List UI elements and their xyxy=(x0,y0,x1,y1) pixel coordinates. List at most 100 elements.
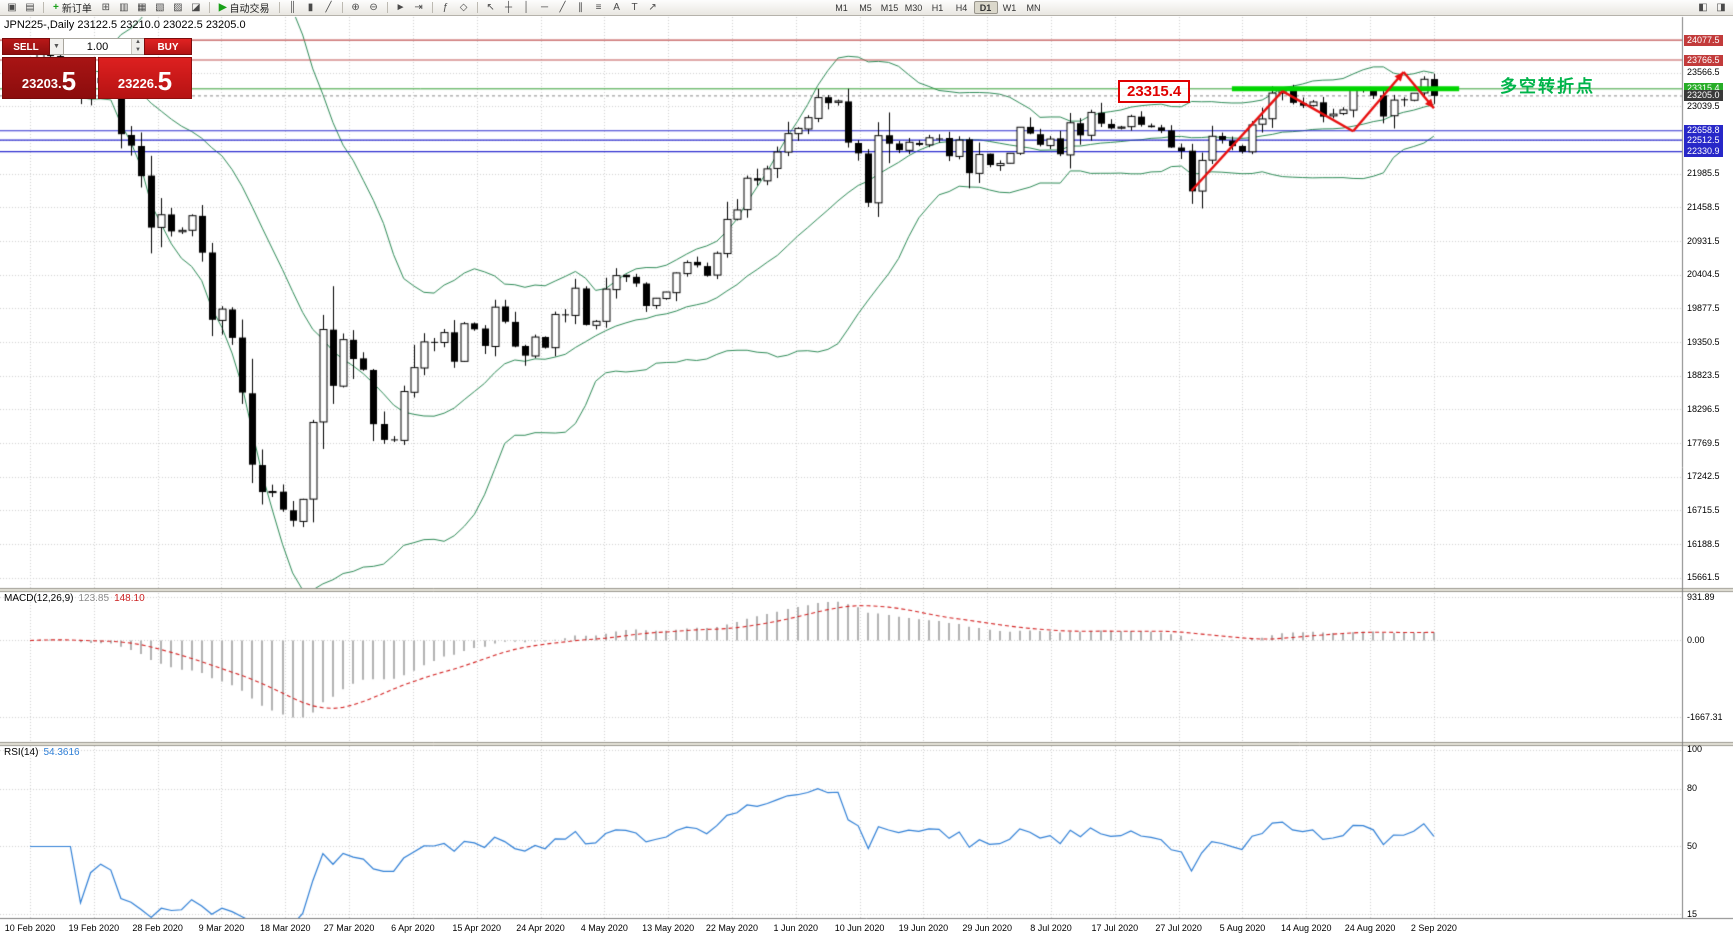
axis-label: 23205.0 xyxy=(1684,90,1723,102)
arrows-icon[interactable]: ↗ xyxy=(648,2,657,13)
fibonacci-icon[interactable]: ≡ xyxy=(595,2,602,13)
date-label: 28 Feb 2020 xyxy=(132,923,183,933)
toolbar-separator xyxy=(386,2,388,13)
date-label: 8 Jul 2020 xyxy=(1030,923,1072,933)
timeframe-button-d1[interactable]: D1 xyxy=(973,1,998,14)
trendline-icon[interactable]: ╱ xyxy=(559,2,566,13)
text-icon[interactable]: A xyxy=(613,2,620,13)
chart-windows-icon[interactable]: ⊞ xyxy=(101,2,111,13)
volume-dropdown-icon[interactable]: ▼ xyxy=(50,38,64,55)
vertical-line-icon[interactable]: │ xyxy=(523,2,530,13)
macd-indicator-label: MACD(12,26,9) 123.85 148.10 xyxy=(4,593,145,604)
line-chart-icon[interactable]: ╱ xyxy=(325,2,332,13)
macd-signal-value: 148.10 xyxy=(114,593,145,604)
axis-label: 21458.5 xyxy=(1687,201,1720,212)
cursor-icon[interactable]: ↖ xyxy=(486,2,495,13)
axis-label: 18296.5 xyxy=(1687,403,1720,414)
auto-scroll-icon[interactable]: ► xyxy=(395,2,406,13)
toolbar-right-group: ◧ ◨ xyxy=(1694,1,1730,14)
navigator-icon[interactable]: ▧ xyxy=(155,2,165,13)
toolbar-separator xyxy=(208,2,210,13)
new-order-button-label: 新订单 xyxy=(61,4,92,15)
timeframe-button-h1[interactable]: H1 xyxy=(931,3,944,13)
axis-label: 20404.5 xyxy=(1687,269,1720,280)
strategy-tester-icon[interactable]: ◪ xyxy=(191,2,201,13)
toolbar-separator xyxy=(43,2,44,13)
date-axis[interactable]: 10 Feb 2020 19 Feb 2020 28 Feb 2020 9 Mar 2… xyxy=(0,919,1682,940)
crosshair-icon[interactable]: ┼ xyxy=(505,2,513,13)
axis-label: 931.89 xyxy=(1687,591,1715,602)
charts-icon[interactable]: ▣ xyxy=(7,2,17,13)
timeframe-button-m5[interactable]: M5 xyxy=(859,3,872,13)
zoom-in-icon[interactable]: ⊕ xyxy=(351,2,360,13)
auto-trading-button-label: 自动交易 xyxy=(229,4,270,15)
buy-price-display[interactable]: 23226. 5 xyxy=(98,57,192,99)
chart-symbol-header: JPN225-,Daily 23122.5 23210.0 23022.5 23… xyxy=(4,19,246,31)
data-window-icon[interactable]: ▦ xyxy=(137,2,147,13)
date-label: 13 May 2020 xyxy=(642,923,695,933)
window-layout-icon[interactable]: ◨ xyxy=(1716,2,1726,13)
axis-label: 22512.5 xyxy=(1684,134,1723,146)
toolbar-separator xyxy=(341,2,343,13)
market-watch-icon[interactable]: ▥ xyxy=(119,2,129,13)
zoom-out-icon[interactable]: ⊖ xyxy=(369,2,378,13)
axis-label: 18823.5 xyxy=(1687,370,1720,381)
date-label: 19 Jun 2020 xyxy=(898,923,949,933)
price-level-callout[interactable]: 23315.4 xyxy=(1118,80,1191,103)
turning-point-text[interactable]: 多空转折点 xyxy=(1500,77,1595,96)
timeframe-button-m1[interactable]: M1 xyxy=(835,3,848,13)
axis-label: 15 xyxy=(1687,908,1698,919)
sell-price-display[interactable]: 23203. 5 xyxy=(2,57,96,99)
date-label: 19 Feb 2020 xyxy=(68,923,120,933)
timeframe-button-m15[interactable]: M15 xyxy=(880,3,899,13)
panel-splitter-rsi[interactable] xyxy=(0,739,1682,747)
date-label: 29 Jun 2020 xyxy=(962,923,1012,933)
axis-label: 17242.5 xyxy=(1687,471,1720,482)
axis-label: 19877.5 xyxy=(1687,302,1720,313)
price-axis[interactable]: 24077.5 23766.5 23566.5 23315.4 23205.0 23039… xyxy=(1682,0,1733,940)
channel-icon[interactable]: ∥ xyxy=(578,2,584,13)
toolbar-separator xyxy=(278,2,280,13)
axis-label: 17769.5 xyxy=(1687,437,1720,448)
buy-button[interactable]: BUY xyxy=(144,38,192,55)
volume-spinner[interactable]: ▲ ▼ xyxy=(131,39,144,54)
spinner-down-icon[interactable]: ▼ xyxy=(132,46,144,54)
date-label: 5 Aug 2020 xyxy=(1219,923,1266,933)
main-toolbar: ▣ ▤ + 新订单 ⊞ ▥ ▦ ▧ ▨ ◪ ▶ 自动交易 ║ ▮ ╱ ⊕ ⊖ ► ⇥ ƒ ◇ ↖ ┼ │ ─ ╱ ∥ ≡ A T ↗ M1 M… xyxy=(0,0,1733,16)
axis-label: 23566.5 xyxy=(1687,67,1720,78)
timeframe-button-w1[interactable]: W1 xyxy=(1002,3,1017,13)
chart-shift-icon[interactable]: ⇥ xyxy=(414,2,423,13)
axis-label: 23039.5 xyxy=(1687,100,1720,111)
chart-profile-icon[interactable]: ◧ xyxy=(1698,2,1708,13)
date-label: 2 Sep 2020 xyxy=(1410,923,1457,933)
candlestick-chart-icon[interactable]: ▮ xyxy=(307,2,314,13)
panel-splitter-macd[interactable] xyxy=(0,585,1682,593)
axis-label: 23766.5 xyxy=(1684,54,1723,66)
axis-label: 24077.5 xyxy=(1684,34,1723,46)
indicators-icon[interactable]: ƒ xyxy=(442,2,449,13)
objects-icon[interactable]: ◇ xyxy=(459,2,468,13)
timeframe-button-m30[interactable]: M30 xyxy=(904,3,923,13)
axis-label: 22658.8 xyxy=(1684,125,1723,137)
axis-label: 20931.5 xyxy=(1687,235,1720,246)
terminal-icon[interactable]: ▨ xyxy=(173,2,183,13)
toolbar-separator xyxy=(431,2,433,13)
text-label-icon[interactable]: T xyxy=(631,2,638,13)
horizontal-line-icon[interactable]: ─ xyxy=(541,2,549,13)
axis-label: 22330.9 xyxy=(1684,146,1723,158)
spinner-up-icon[interactable]: ▲ xyxy=(132,39,144,47)
timeframe-button-h4[interactable]: H4 xyxy=(955,3,968,13)
volume-input[interactable] xyxy=(64,39,131,54)
sell-button[interactable]: SELL xyxy=(2,38,50,55)
profiles-icon[interactable]: ▤ xyxy=(25,2,35,13)
new-order-button[interactable]: + 新订单 xyxy=(48,1,97,15)
auto-trading-button[interactable]: ▶ 自动交易 xyxy=(214,1,275,15)
bar-chart-icon[interactable]: ║ xyxy=(289,2,297,13)
date-label: 22 May 2020 xyxy=(705,923,758,933)
date-label: 24 Apr 2020 xyxy=(516,923,565,933)
axis-label: 50 xyxy=(1687,840,1698,851)
axis-label: 16188.5 xyxy=(1687,538,1720,549)
timeframe-button-mn[interactable]: MN xyxy=(1026,3,1041,13)
